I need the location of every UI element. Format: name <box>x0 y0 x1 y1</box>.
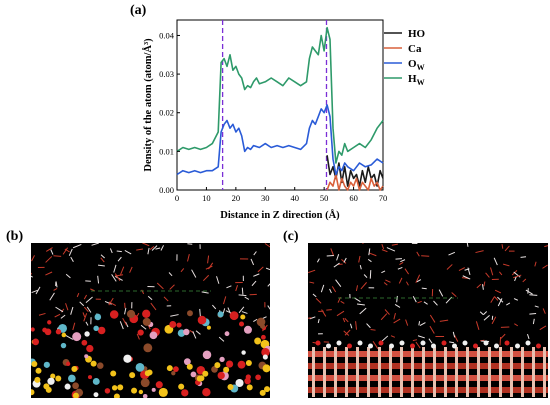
panel-label-a: (a) <box>130 3 147 18</box>
series-line-ca <box>326 173 384 191</box>
plot-frame <box>176 19 384 191</box>
x-tick-label: 20 <box>232 193 241 203</box>
series-line-ow <box>176 104 384 176</box>
x-tick-label: 40 <box>290 193 299 203</box>
y-tick-label: 0.00 <box>159 185 174 195</box>
y-tick-label: 0.02 <box>159 108 174 118</box>
legend-label: Ca <box>408 43 422 55</box>
x-tick-label: 70 <box>379 193 388 203</box>
legend-label: HW <box>408 73 425 87</box>
x-tick-label: 30 <box>261 193 270 203</box>
panel-label-c: (c) <box>283 229 299 244</box>
legend-label: OW <box>408 58 425 72</box>
series-line-hw <box>176 26 384 164</box>
simulation-snapshot-c <box>308 243 548 398</box>
simulation-snapshot-b <box>31 243 270 398</box>
x-tick-label: 10 <box>202 193 211 203</box>
density-chart: 0 10 20 30 40 50 60 70 0.00 0.01 0.02 0.03 0.04 Dis… <box>142 19 426 221</box>
x-tick-label: 50 <box>320 193 329 203</box>
panel-label-b: (b) <box>6 229 24 244</box>
x-tick-label: 0 <box>175 193 179 203</box>
legend-label: HO <box>408 28 426 40</box>
x-tick-label: 60 <box>349 193 358 203</box>
y-tick-label: 0.03 <box>159 69 174 79</box>
y-axis-label: Density of the atom (atom/Å³) <box>142 38 154 172</box>
x-axis-label: Distance in Z direction (Å) <box>220 209 340 221</box>
y-tick-label: 0.01 <box>159 146 174 156</box>
y-tick-label: 0.04 <box>159 30 175 40</box>
